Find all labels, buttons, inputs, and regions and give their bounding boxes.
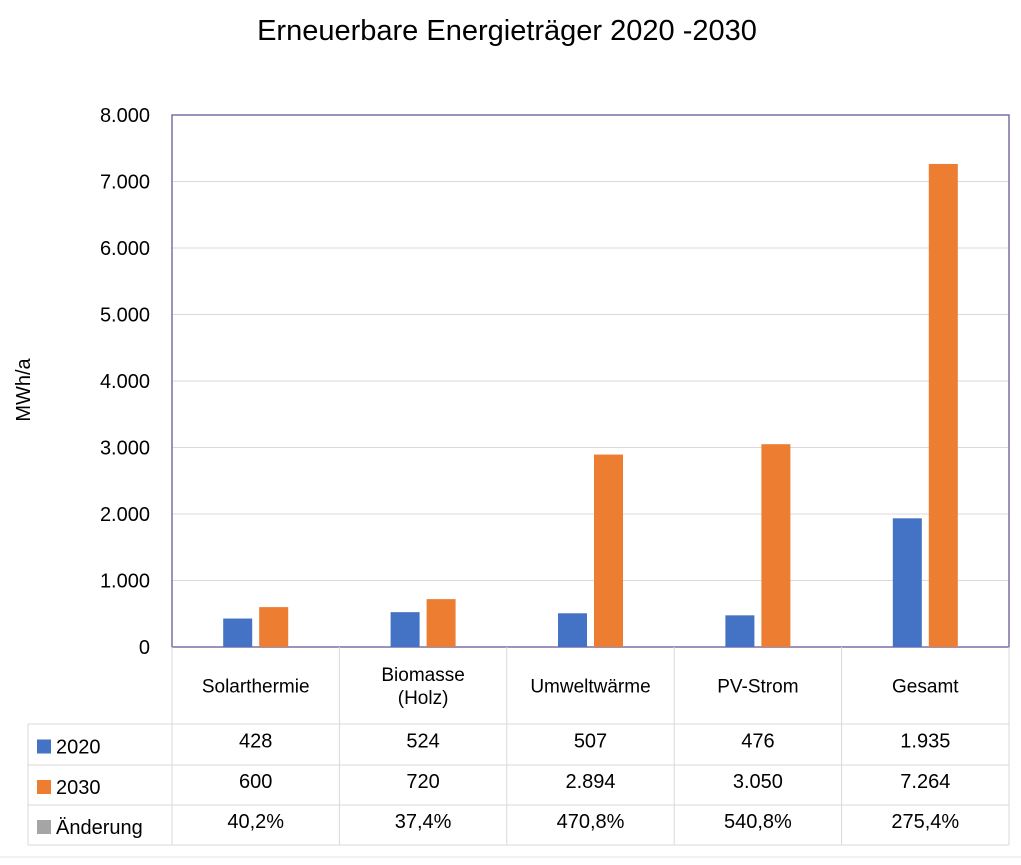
bar-2020-4 xyxy=(892,518,922,647)
y-tick-label: 3.000 xyxy=(100,438,150,460)
legend-key-2 xyxy=(37,820,51,834)
category-label: Solarthermie xyxy=(202,677,310,698)
y-tick-label: 4.000 xyxy=(100,371,150,393)
bar-2030-4 xyxy=(928,163,958,647)
data-table: Solarthermie Biomasse(Holz) Umweltwärme PV-… xyxy=(0,647,1021,858)
bar-2030-3 xyxy=(761,444,791,647)
bar-2020-1 xyxy=(390,612,420,647)
category-label: Umweltwärme xyxy=(530,677,650,698)
category-label: Gesamt xyxy=(892,677,959,698)
table-cell: 7.264 xyxy=(900,771,950,793)
legend-label: Änderung xyxy=(56,817,143,839)
table-cell: 40,2% xyxy=(227,811,284,833)
table-cell: 37,4% xyxy=(395,811,452,833)
legend-key-0 xyxy=(37,739,51,754)
y-tick-label: 1.000 xyxy=(100,571,150,593)
y-tick-label: 2.000 xyxy=(100,504,150,526)
y-tick-label: 6.000 xyxy=(100,238,150,260)
table-cell: 1.935 xyxy=(900,731,950,753)
bar-2020-2 xyxy=(558,613,587,647)
bar-2020-3 xyxy=(725,615,755,647)
legend-label: 2020 xyxy=(56,737,101,759)
category-label: (Holz) xyxy=(398,688,449,709)
table-cell: 507 xyxy=(574,731,607,753)
grid xyxy=(171,114,1010,648)
plot-border xyxy=(171,114,1010,648)
bar-2030-2 xyxy=(594,454,623,647)
bars xyxy=(223,163,958,647)
category-label: PV-Strom xyxy=(717,677,798,698)
legend-key-1 xyxy=(37,780,51,794)
table-cell: 275,4% xyxy=(891,811,959,833)
table-cell: 476 xyxy=(741,731,774,753)
y-tick-label: 5.000 xyxy=(100,305,150,327)
table-cell: 540,8% xyxy=(724,811,792,833)
legend-label: 2030 xyxy=(56,777,101,799)
table-cell: 600 xyxy=(239,771,272,793)
y-tick-label: 8.000 xyxy=(100,105,150,127)
bar-2030-0 xyxy=(259,607,289,647)
y-axis-label: MWh/a xyxy=(13,357,35,421)
table-cell: 720 xyxy=(406,771,439,793)
table-cell: 428 xyxy=(239,731,272,753)
bar-2030-1 xyxy=(426,599,456,647)
table-cell: 524 xyxy=(406,731,439,753)
bar-2020-0 xyxy=(223,618,253,647)
chart-title: Erneuerbare Energieträger 2020 -2030 xyxy=(257,15,757,47)
table-cell: 3.050 xyxy=(733,771,783,793)
y-tick-label: 7.000 xyxy=(100,172,150,194)
category-label: Biomasse xyxy=(381,665,464,686)
y-axis-ticks: 0 1.000 2.000 3.000 4.000 5.000 6.000 7.000 8.00… xyxy=(100,105,150,659)
table-cell: 470,8% xyxy=(557,811,625,833)
y-tick-label: 0 xyxy=(139,637,150,659)
table-cell: 2.894 xyxy=(565,771,615,793)
